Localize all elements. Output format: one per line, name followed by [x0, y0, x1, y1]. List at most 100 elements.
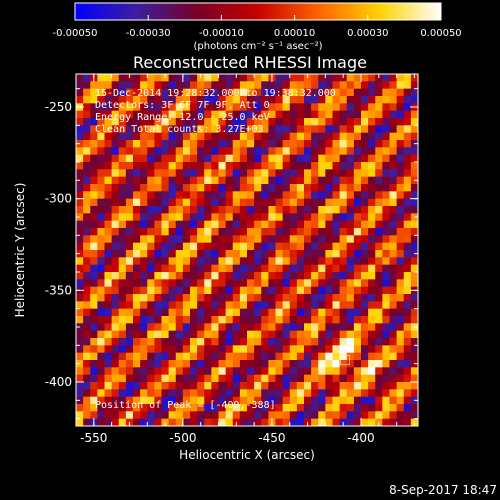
heatmap-cell [368, 272, 376, 280]
heatmap-cell [239, 198, 248, 207]
heatmap-cell [375, 294, 383, 302]
heatmap-cell [410, 389, 419, 398]
heatmap-cell [232, 345, 241, 354]
heatmap-cell [346, 147, 355, 156]
heatmap-cell [268, 176, 276, 185]
heatmap-cell [225, 308, 234, 317]
heatmap-cell [182, 110, 191, 119]
heatmap-cell [197, 220, 205, 229]
heatmap-cell [311, 316, 319, 324]
heatmap-cell [304, 191, 312, 200]
heatmap-cell [325, 382, 333, 390]
heatmap-cell [289, 154, 298, 163]
heatmap-cell [211, 184, 219, 192]
heatmap-cell [403, 301, 412, 310]
heatmap-cell [275, 162, 284, 170]
heatmap-cell [375, 235, 383, 244]
heatmap-cell [339, 389, 348, 398]
heatmap-cell [410, 272, 419, 280]
heatmap-cell [325, 345, 333, 354]
heatmap-cell [232, 279, 241, 288]
heatmap-cell [332, 110, 341, 119]
heatmap-cell [361, 125, 369, 134]
heatmap-cell [254, 220, 262, 229]
heatmap-cell [382, 220, 390, 229]
heatmap-cell [97, 140, 105, 148]
heatmap-cell [190, 323, 198, 332]
heatmap-cell [218, 206, 227, 214]
heatmap-cell [232, 154, 241, 163]
heatmap-cell [375, 345, 383, 354]
heatmap-cell [382, 294, 390, 302]
heatmap-cell [218, 74, 227, 82]
heatmap-cell [133, 272, 141, 280]
heatmap-cell [325, 220, 333, 229]
heatmap-cell [133, 396, 141, 405]
heatmap-cell [154, 242, 162, 251]
heatmap-cell [97, 345, 105, 354]
heatmap-cell [211, 338, 219, 346]
heatmap-cell [332, 338, 341, 346]
heatmap-cell [254, 294, 262, 302]
heatmap-cell [90, 382, 98, 390]
heatmap-cell [133, 418, 141, 427]
heatmap-cell [90, 374, 98, 383]
y-tick-label: -250 [45, 100, 72, 114]
heatmap-cell [289, 96, 298, 104]
heatmap-cell [168, 316, 177, 324]
heatmap-cell [211, 257, 219, 266]
heatmap-cell [282, 308, 291, 317]
heatmap-cell [97, 418, 105, 427]
heatmap-cell [282, 404, 291, 412]
heatmap-cell [282, 286, 291, 295]
heatmap-cell [311, 184, 319, 192]
heatmap-cell [247, 96, 255, 104]
heatmap-cell [353, 367, 362, 376]
heatmap-cell [346, 220, 355, 229]
heatmap-cell [190, 257, 198, 266]
heatmap-cell [83, 404, 91, 412]
heatmap-cell [318, 418, 326, 427]
heatmap-cell [239, 360, 248, 368]
heatmap-cell [375, 301, 383, 310]
heatmap-cell [346, 242, 355, 251]
heatmap-cell [218, 316, 227, 324]
heatmap-cell [97, 396, 105, 405]
heatmap-cell [211, 352, 219, 361]
heatmap-cell [375, 81, 383, 90]
heatmap-cell [268, 191, 276, 200]
heatmap-cell [311, 396, 319, 405]
heatmap-cell [239, 110, 248, 119]
heatmap-cell [154, 103, 162, 112]
heatmap-cell [275, 279, 284, 288]
heatmap-cell [247, 279, 255, 288]
heatmap-cell [275, 88, 284, 97]
heatmap-cell [289, 352, 298, 361]
heatmap-cell [182, 118, 191, 126]
heatmap-cell [97, 330, 105, 339]
heatmap-cell [76, 389, 84, 398]
heatmap-cell [90, 96, 98, 104]
heatmap-cell [118, 176, 127, 185]
heatmap-cell [311, 220, 319, 229]
heatmap-cell [232, 404, 241, 412]
heatmap-cell [232, 169, 241, 178]
heatmap-cell [190, 198, 198, 207]
heatmap-cell [140, 301, 148, 310]
heatmap-cell [97, 176, 105, 185]
heatmap-cell [104, 294, 113, 302]
heatmap-cell [154, 382, 162, 390]
heatmap-cell [353, 176, 362, 185]
heatmap-cell [339, 330, 348, 339]
heatmap-cell [361, 286, 369, 295]
heatmap-cell [154, 213, 162, 222]
heatmap-cell [268, 206, 276, 214]
heatmap-cell [182, 88, 191, 97]
heatmap-cell [182, 323, 191, 332]
heatmap-cell [182, 352, 191, 361]
heatmap-cell [232, 352, 241, 361]
heatmap-cell [182, 213, 191, 222]
heatmap-cell [247, 110, 255, 119]
heatmap-cell [104, 411, 113, 420]
heatmap-cell [261, 88, 269, 97]
